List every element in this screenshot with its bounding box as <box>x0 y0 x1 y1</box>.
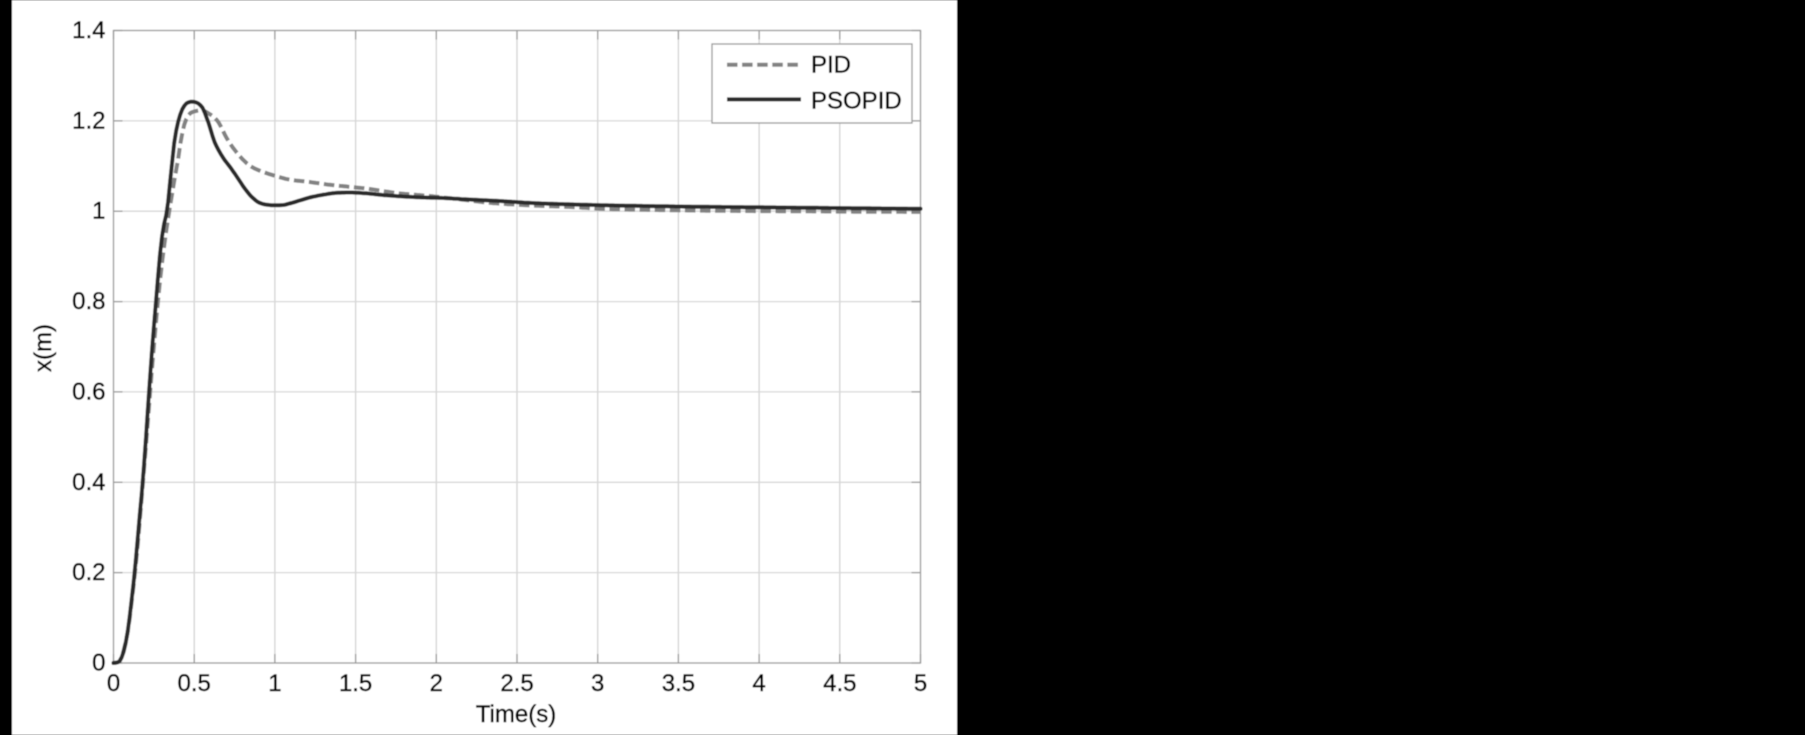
svg-text:1.2: 1.2 <box>72 107 105 134</box>
svg-text:0.5: 0.5 <box>178 670 211 697</box>
svg-text:3: 3 <box>591 670 604 697</box>
svg-text:Time(s): Time(s) <box>476 701 556 728</box>
svg-text:0.2: 0.2 <box>72 559 105 586</box>
svg-text:1.4: 1.4 <box>72 17 105 44</box>
svg-text:4: 4 <box>752 670 765 697</box>
svg-text:0.6: 0.6 <box>72 378 105 405</box>
svg-text:1.5: 1.5 <box>339 670 372 697</box>
svg-text:2: 2 <box>430 670 443 697</box>
svg-text:4.5: 4.5 <box>823 670 856 697</box>
svg-text:0.4: 0.4 <box>72 469 105 496</box>
svg-text:0: 0 <box>92 650 105 677</box>
svg-text:5: 5 <box>914 670 927 697</box>
svg-text:PSOPID: PSOPID <box>811 88 902 115</box>
svg-text:1: 1 <box>92 198 105 225</box>
svg-text:x(m): x(m) <box>30 324 57 372</box>
svg-text:PID: PID <box>811 52 851 79</box>
svg-text:0: 0 <box>107 670 120 697</box>
svg-text:1: 1 <box>268 670 281 697</box>
svg-text:0.8: 0.8 <box>72 288 105 315</box>
svg-text:3.5: 3.5 <box>662 670 695 697</box>
svg-text:2.5: 2.5 <box>500 670 533 697</box>
